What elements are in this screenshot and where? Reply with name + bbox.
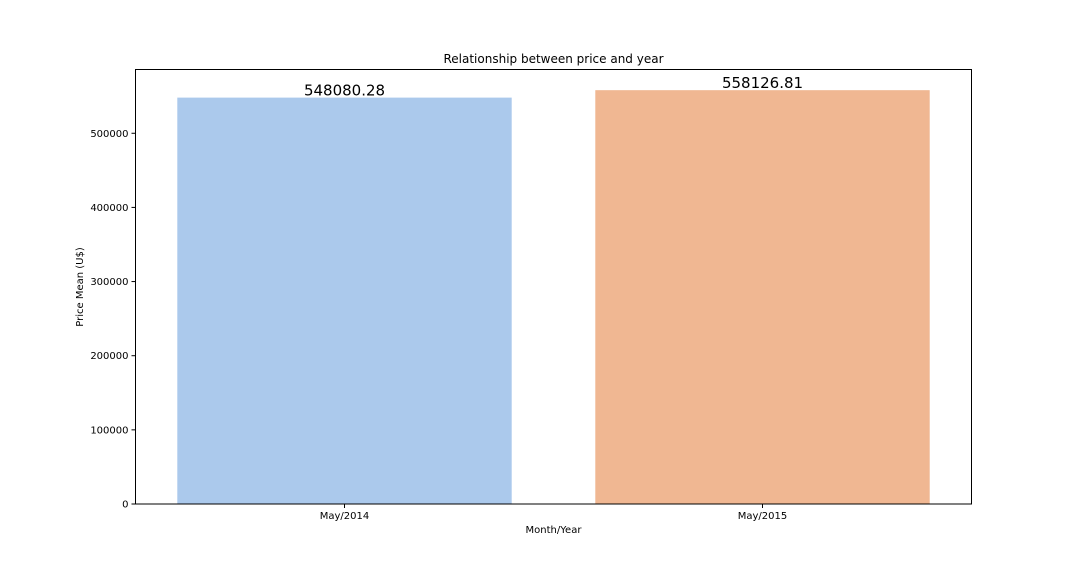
x-axis-label: Month/Year	[526, 525, 583, 536]
y-tick-label: 200000	[90, 351, 128, 362]
y-tick-label: 100000	[90, 425, 128, 436]
y-axis-label: Price Mean (U$)	[75, 247, 86, 327]
y-tick-label: 300000	[90, 277, 128, 288]
bar-may-2015	[595, 90, 930, 505]
ticks-layer: May/2014 May/2015 0 100000 200000 300000 40000…	[90, 129, 787, 522]
bars-layer	[177, 90, 930, 505]
x-tick-label: May/2015	[738, 511, 788, 522]
data-label: 548080.28	[304, 82, 385, 100]
chart-title: Relationship between price and year	[443, 52, 663, 66]
labels-layer: 548080.28 558126.81	[304, 74, 803, 99]
x-tick-label: May/2014	[320, 511, 370, 522]
plot-area-frame	[135, 69, 972, 505]
data-label: 558126.81	[722, 74, 803, 92]
y-tick-label: 0	[122, 500, 128, 511]
y-tick-label: 400000	[90, 203, 128, 214]
y-tick-label: 500000	[90, 129, 128, 140]
bar-may-2014	[177, 97, 512, 504]
